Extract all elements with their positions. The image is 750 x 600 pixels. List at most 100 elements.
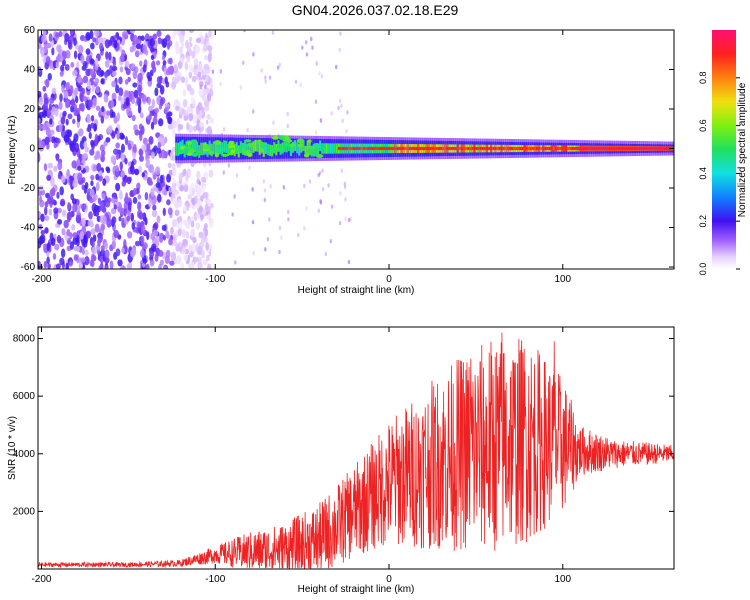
heatmap-cell: [118, 216, 122, 222]
heatmap-cell: [205, 211, 209, 216]
heatmap-cell: [200, 239, 205, 248]
heatmap-cell: [136, 221, 142, 229]
heatmap-cell: [287, 217, 290, 222]
x-tick-label: 0: [386, 274, 392, 285]
heatmap-cell: [446, 146, 449, 151]
heatmap-cell: [201, 106, 205, 114]
heatmap-cell: [100, 223, 106, 231]
heatmap-cell: [227, 163, 231, 168]
y-tick-label: -40: [21, 223, 36, 234]
heatmap-cell: [262, 145, 265, 157]
heatmap-cell: [298, 144, 301, 156]
heatmap-cell: [162, 38, 168, 48]
heatmap-cell: [611, 146, 614, 151]
heatmap-cell: [613, 146, 616, 151]
heatmap-cell: [139, 112, 144, 119]
heatmap-cell: [156, 76, 162, 85]
heatmap-cell: [210, 143, 213, 157]
heatmap-cell: [280, 147, 286, 152]
heatmap-cell: [177, 61, 183, 70]
heatmap-cell: [142, 137, 148, 145]
heatmap-cell: [339, 31, 342, 36]
heatmap-cell: [196, 170, 201, 180]
heatmap-cell: [39, 46, 45, 56]
colorbar-tick-label: 0.6: [698, 119, 708, 132]
heatmap-cell: [321, 168, 324, 173]
heatmap-cell: [191, 203, 196, 210]
heatmap-cell: [107, 126, 113, 134]
heatmap-cell: [583, 146, 586, 151]
heatmap-cell: [59, 93, 63, 102]
heatmap-cell: [125, 97, 130, 106]
heatmap-cell: [129, 30, 136, 34]
heatmap-cell: [109, 260, 114, 269]
heatmap-cell: [95, 173, 100, 181]
heatmap-cell: [598, 146, 601, 151]
heatmap-cell: [80, 257, 86, 263]
heatmap-cell: [185, 39, 190, 49]
heatmap-cell: [123, 238, 127, 249]
heatmap-cell: [95, 57, 99, 67]
heatmap-cell: [177, 75, 181, 82]
heatmap-cell: [85, 230, 91, 239]
heatmap-cell: [44, 43, 48, 54]
heatmap-cell: [70, 61, 75, 68]
heatmap-cell: [177, 228, 182, 237]
heatmap-cell: [164, 76, 168, 84]
heatmap-cell: [126, 262, 131, 269]
heatmap-cell: [269, 184, 272, 189]
heatmap-cell: [621, 146, 624, 151]
heatmap-cell: [337, 146, 340, 151]
heatmap-cell: [273, 147, 281, 152]
heatmap-cell: [186, 152, 193, 156]
heatmap-cell: [120, 97, 125, 106]
heatmap-cell: [66, 228, 71, 237]
heatmap-cell: [136, 38, 142, 45]
heatmap-cell: [81, 203, 87, 211]
heatmap-cell: [264, 75, 267, 80]
heatmap-cell: [287, 140, 290, 152]
heatmap-cell: [211, 69, 215, 74]
heatmap-cell: [208, 30, 212, 38]
heatmap-cell: [182, 99, 188, 108]
heatmap-cell: [456, 146, 459, 151]
heatmap-cell: [111, 65, 118, 72]
heatmap-cell: [267, 143, 270, 156]
heatmap-cell: [169, 151, 175, 161]
heatmap-cell: [89, 68, 95, 77]
heatmap-cell: [43, 92, 48, 101]
heatmap-cell: [124, 136, 129, 146]
heatmap-cell: [132, 196, 138, 204]
heatmap-cell: [101, 193, 106, 200]
heatmap-cell: [204, 84, 207, 90]
heatmap-cell: [110, 155, 116, 164]
heatmap-cell: [194, 139, 197, 153]
heatmap-cell: [120, 152, 125, 162]
heatmap-cell: [113, 204, 117, 210]
heatmap-cell: [72, 118, 76, 125]
heatmap-cell: [140, 125, 145, 135]
heatmap-cell: [214, 148, 223, 152]
heatmap-cell: [596, 146, 599, 151]
heatmap-cell: [206, 198, 212, 205]
heatmap-cell: [94, 208, 100, 217]
heatmap-cell: [319, 199, 322, 204]
heatmap-cell: [151, 209, 158, 218]
heatmap-cell: [133, 124, 138, 131]
heatmap-cell: [325, 143, 328, 154]
heatmap-cell: [154, 253, 159, 262]
heatmap-cell: [271, 135, 279, 140]
heatmap-cell: [465, 146, 468, 151]
heatmap-cell: [127, 201, 132, 211]
heatmap-cell: [120, 143, 125, 154]
heatmap-cell: [207, 92, 212, 102]
heatmap-cell: [51, 47, 55, 56]
heatmap-cell: [331, 143, 334, 154]
heatmap-cell: [105, 137, 111, 143]
heatmap-cell: [65, 262, 70, 269]
heatmap-cell: [176, 216, 182, 223]
heatmap-cell: [174, 99, 180, 105]
heatmap-cell: [348, 146, 351, 151]
heatmap-cell: [438, 146, 441, 151]
heatmap-cell: [150, 121, 155, 130]
